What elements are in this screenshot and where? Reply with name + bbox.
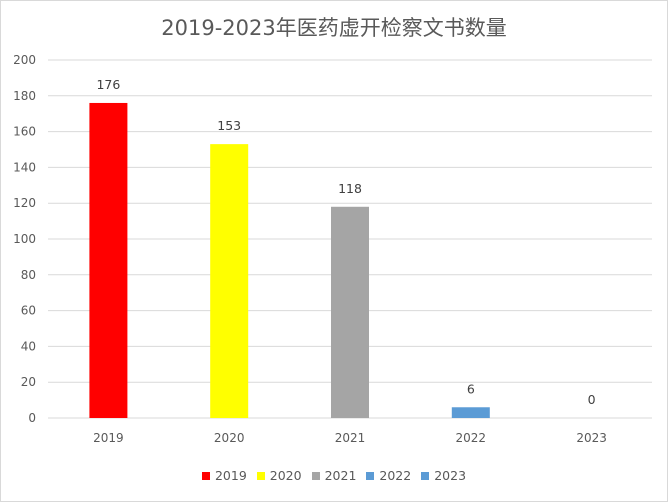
y-tick-label: 100 [13,232,36,246]
legend-item: 2020 [256,468,302,483]
chart-legend: 2019 2020 2021 2022 2023 [0,468,668,483]
bar-2020 [210,144,249,418]
legend-swatch [366,471,375,480]
y-tick-label: 80 [21,268,36,282]
data-label: 176 [96,77,120,92]
y-tick-label: 60 [21,304,36,318]
bar-2021 [331,206,369,418]
x-tick-label: 2023 [576,431,607,445]
legend-label: 2023 [434,468,467,483]
data-label: 153 [217,118,241,133]
legend-swatch [201,471,210,480]
chart-title: 2019-2023年医药虚开检察文书数量 [161,16,507,40]
x-tick-label: 2019 [93,431,124,445]
legend-label: 2019 [214,468,247,483]
y-tick-label: 200 [13,53,36,67]
x-tick-label: 2022 [456,431,487,445]
x-tick-label: 2021 [335,431,366,445]
bar-2019 [89,102,128,419]
data-label: 6 [467,381,475,396]
legend-swatch [311,471,320,480]
data-label: 118 [338,181,362,196]
y-tick-label: 20 [21,375,36,389]
bar-2022 [451,407,490,418]
data-label: 0 [588,392,596,407]
x-tick-label: 2020 [214,431,245,445]
legend-item: 2022 [366,468,411,483]
legend-label: 2021 [324,468,357,483]
legend-item: 2021 [311,468,357,483]
legend-item: 2019 [201,468,247,483]
y-tick-label: 120 [13,196,36,210]
legend-label: 2022 [379,468,412,483]
y-tick-label: 40 [21,339,36,353]
legend-item: 2023 [421,468,466,483]
y-tick-label: 0 [28,411,36,425]
y-tick-label: 180 [13,89,36,103]
legend-label: 2020 [269,468,302,483]
y-tick-label: 140 [13,160,36,174]
legend-swatch [256,471,265,480]
legend-swatch [421,471,430,480]
y-tick-label: 160 [13,125,36,139]
